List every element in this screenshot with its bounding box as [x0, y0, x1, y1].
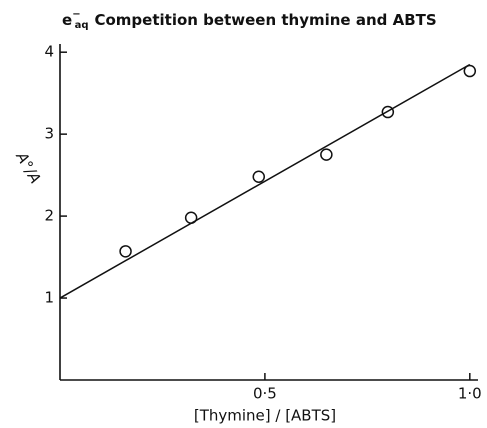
data-point	[119, 245, 132, 258]
y-tick-label: 1	[44, 289, 54, 307]
y-tick-label: 3	[44, 125, 54, 143]
title-subscript: aq	[75, 20, 89, 31]
title-charge: −	[72, 9, 80, 20]
data-point	[381, 105, 395, 119]
y-axis-label: A°/A	[12, 148, 45, 187]
x-axis-label: [Thymine] / [ABTS]	[194, 407, 336, 425]
title-text: Competition between thymine and ABTS	[94, 11, 436, 29]
x-tick-label: 1·0	[458, 385, 482, 403]
data-point	[463, 64, 477, 78]
x-tick-label: 0·5	[253, 385, 277, 403]
title-symbol: e	[62, 11, 72, 29]
data-point	[320, 148, 333, 161]
y-tick-label: 4	[44, 43, 54, 61]
chart-title: e− aq Competition between thymine and ABTS	[62, 9, 437, 31]
y-tick-label: 2	[44, 207, 54, 225]
data-point	[252, 170, 266, 184]
fit-line	[59, 63, 471, 299]
